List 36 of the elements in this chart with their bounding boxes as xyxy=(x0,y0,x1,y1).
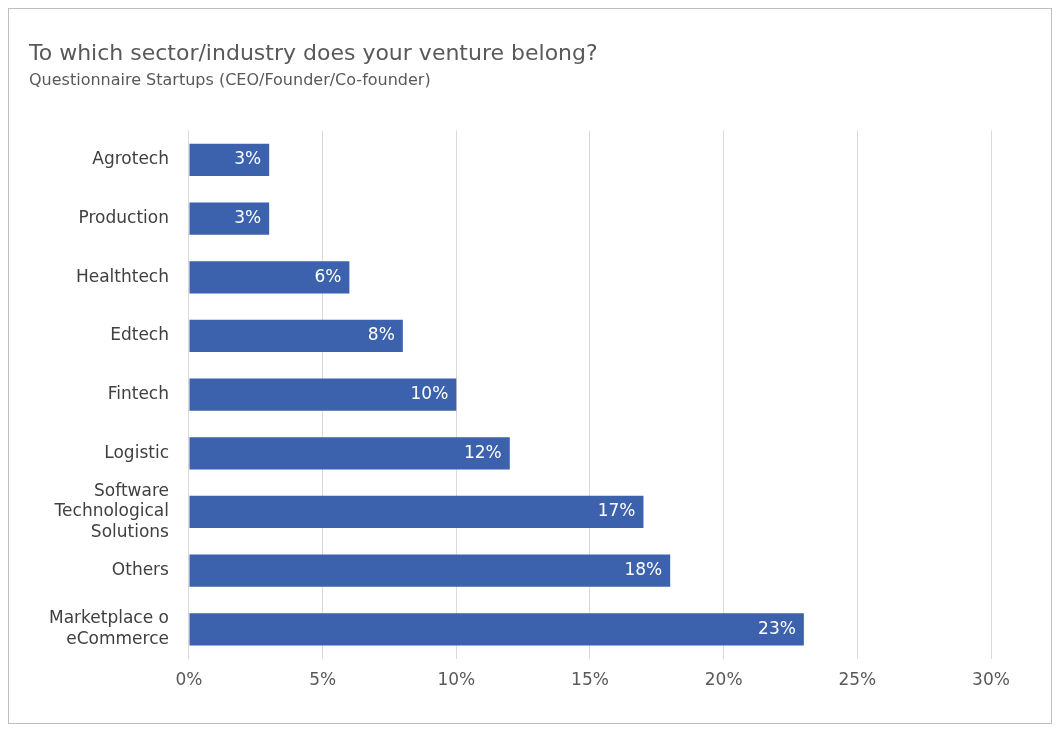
bar xyxy=(189,319,403,353)
bar xyxy=(189,378,457,411)
y-tick-label: Production xyxy=(78,207,169,228)
y-tick-label: Edtech xyxy=(110,324,169,345)
data-label: 3% xyxy=(234,207,262,228)
chart-subtitle: Questionnaire Startups (CEO/Founder/Co-founder) xyxy=(29,70,431,90)
bar xyxy=(189,202,270,235)
bar xyxy=(189,437,510,470)
data-label: 8% xyxy=(367,324,395,345)
data-label: 6% xyxy=(314,265,342,286)
y-tick-label: Agrotech xyxy=(92,148,169,169)
data-label: 3% xyxy=(234,148,262,169)
x-tick-label: 5% xyxy=(309,669,337,690)
bar xyxy=(189,613,804,646)
y-tick-label: Others xyxy=(111,559,170,580)
bar xyxy=(189,143,270,177)
data-label: 18% xyxy=(624,559,663,580)
x-tick-label: 25% xyxy=(838,669,877,690)
y-tick-label: Healthtech xyxy=(75,265,169,286)
data-label: 17% xyxy=(597,500,636,521)
data-label: 10% xyxy=(410,383,449,404)
bar xyxy=(189,495,644,529)
data-label: 12% xyxy=(463,441,502,462)
x-tick-label: 15% xyxy=(571,669,609,690)
y-tick-label: Software Technological Solutions xyxy=(53,479,170,541)
x-tick-label: 30% xyxy=(972,669,1010,690)
bar xyxy=(189,261,350,294)
x-tick-label: 10% xyxy=(437,669,476,690)
x-tick-label: 0% xyxy=(175,669,203,690)
bar xyxy=(189,554,671,587)
y-tick-label: Logistic xyxy=(104,441,169,462)
x-tick-label: 20% xyxy=(704,669,743,690)
y-tick-label: Fintech xyxy=(107,383,169,404)
chart-title: To which sector/industry does your venture belong? xyxy=(28,39,598,65)
y-tick-label: Marketplace o eCommerce xyxy=(49,607,169,648)
data-label: 23% xyxy=(758,617,796,638)
